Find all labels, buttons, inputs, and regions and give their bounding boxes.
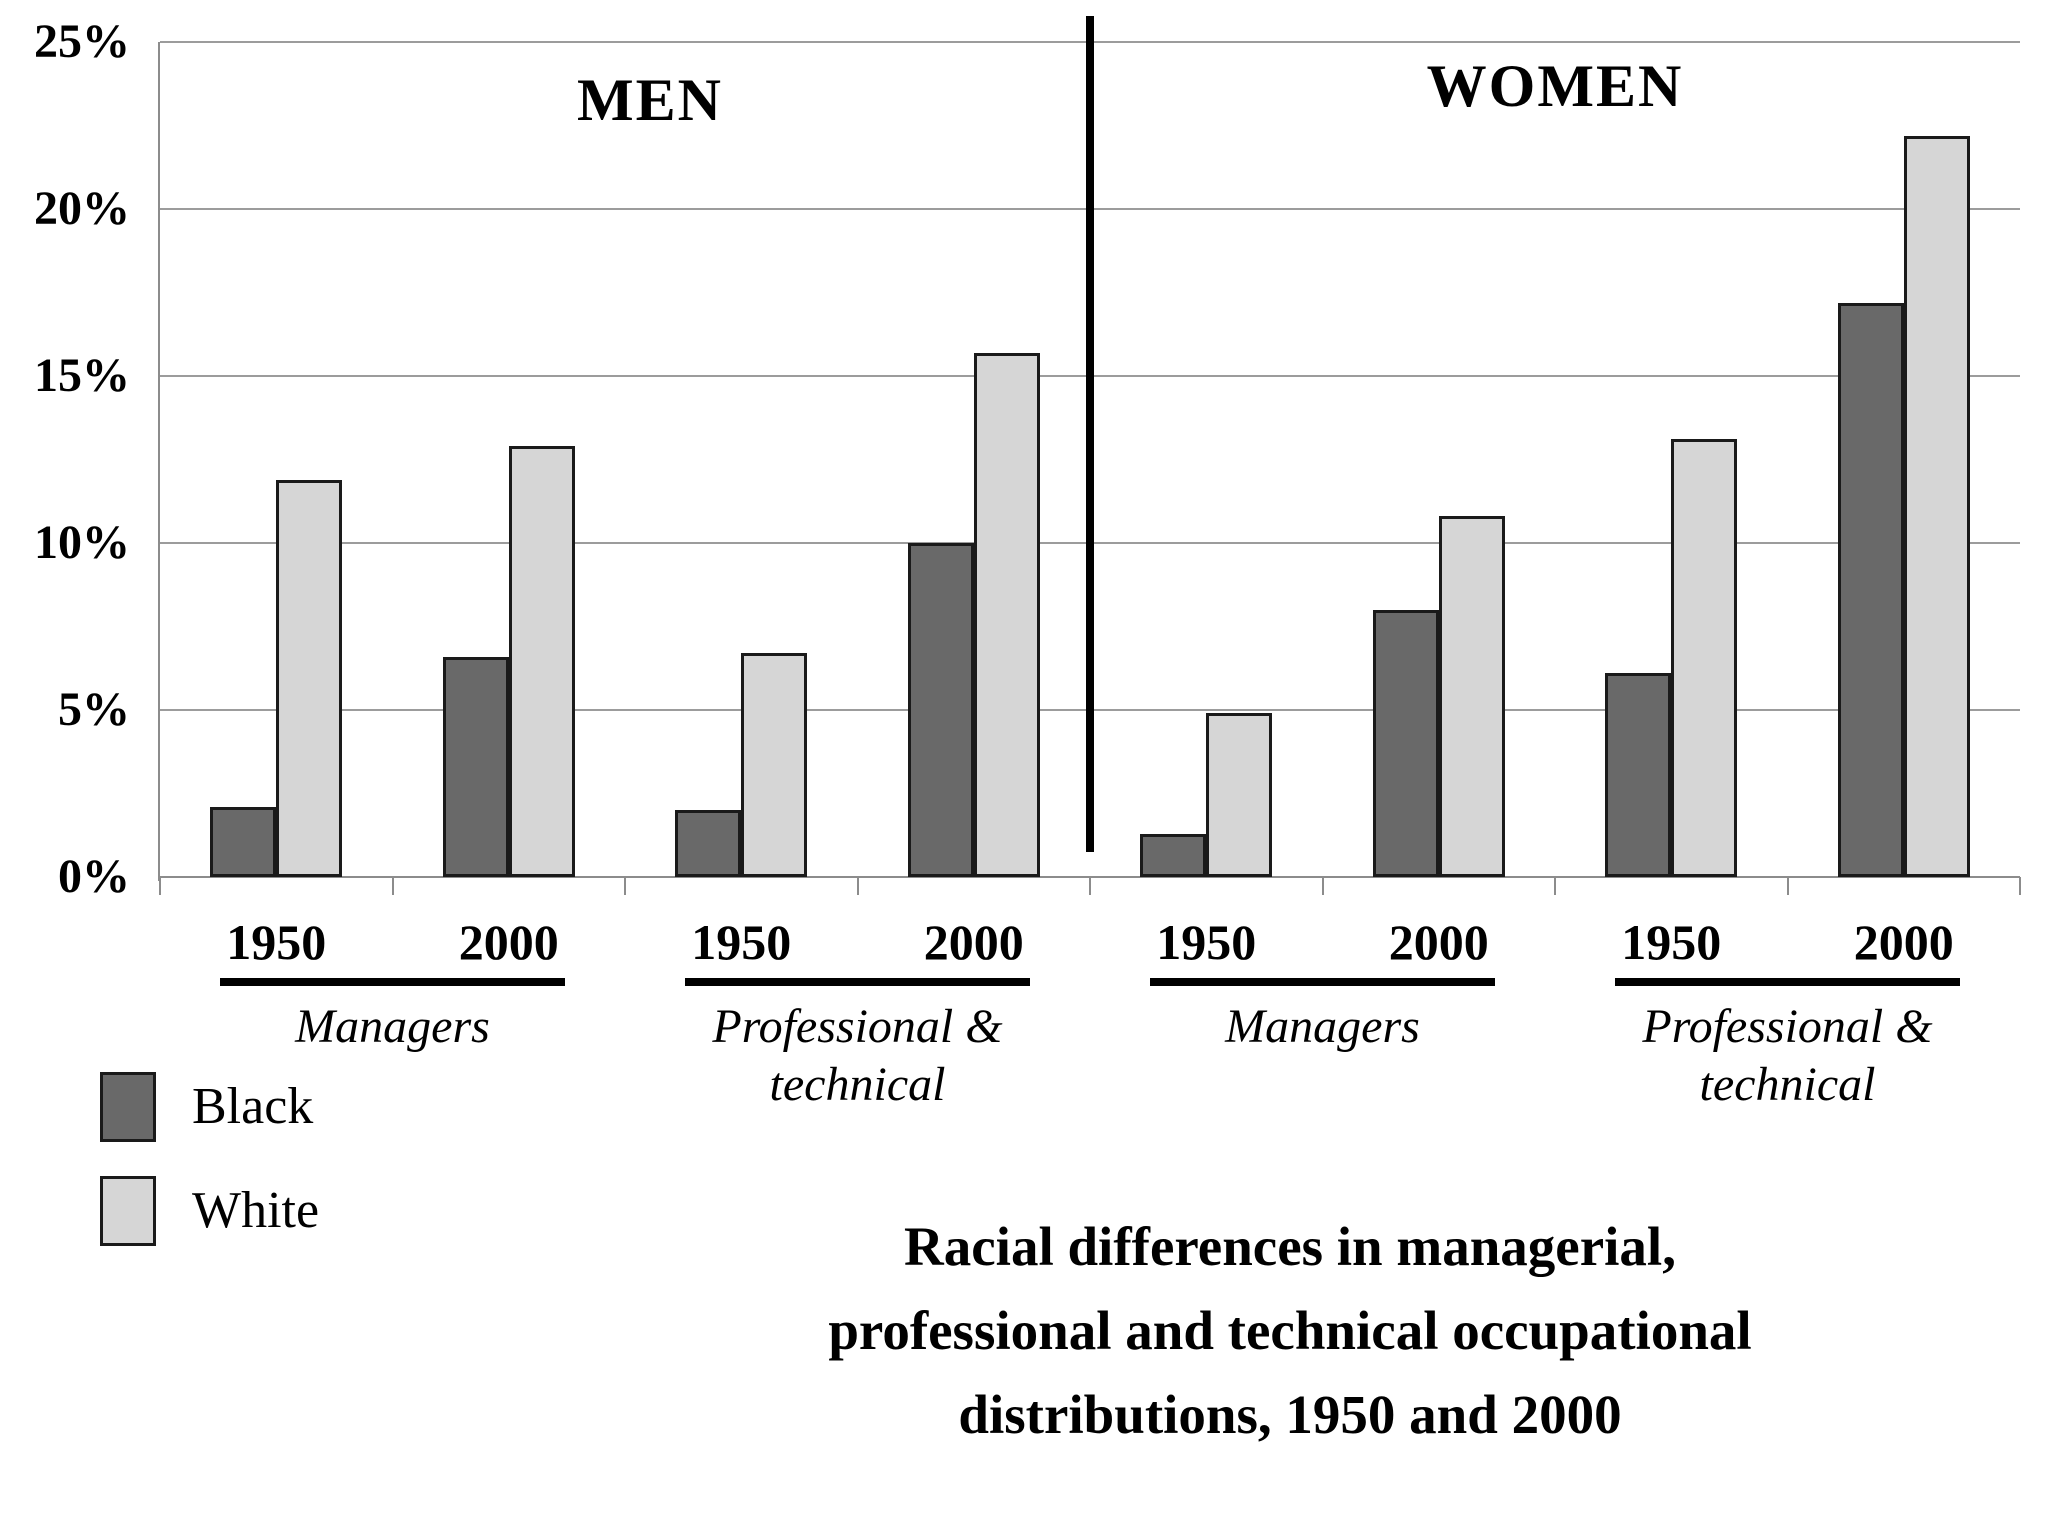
group-underline: [685, 978, 1030, 986]
x-axis-tick: [2019, 877, 2021, 895]
x-axis-tick: [1786, 877, 1789, 895]
x-axis-tick: [624, 877, 626, 895]
x-category-label-1950: 1950: [691, 914, 792, 970]
x-category-label-2000: 2000: [1388, 914, 1489, 970]
bar-men-professional-1950-white: [741, 653, 808, 877]
x-axis-tick: [1089, 877, 1091, 895]
group-label: Professional & technical: [712, 1000, 1003, 1111]
legend-label-white: White: [192, 1182, 320, 1239]
panel-divider-line: [1086, 16, 1094, 852]
group-underline: [1615, 978, 1960, 986]
y-axis-line: [158, 42, 160, 881]
bar-women-managers-2000-black: [1372, 609, 1439, 877]
y-tick-label-15: 15%: [34, 349, 130, 402]
y-tick-label-10: 10%: [34, 516, 130, 569]
x-category-label-2000: 2000: [1853, 914, 1954, 970]
bar-men-managers-1950-white: [276, 479, 343, 877]
bar-women-managers-1950-white: [1206, 713, 1273, 877]
y-tick-label-0: 0%: [58, 850, 130, 903]
bar-men-professional-1950-black: [675, 810, 742, 877]
group-underline: [1150, 978, 1495, 986]
x-axis-tick: [856, 877, 859, 895]
bar-men-managers-2000-black: [442, 656, 509, 877]
chart-title: Racial differences in managerial, profes…: [640, 1205, 1940, 1457]
panel-header-women: WOMEN: [1426, 53, 1684, 119]
group-label: Managers: [295, 1000, 490, 1053]
bar-men-professional-2000-white: [973, 352, 1040, 877]
x-category-label-1950: 1950: [226, 914, 327, 970]
bar-men-professional-2000-black: [907, 543, 974, 877]
panel-header-men: MEN: [577, 67, 723, 133]
y-tick-label-25: 25%: [34, 15, 130, 68]
bar-women-managers-2000-white: [1438, 516, 1505, 877]
chart-title-line-1: Racial differences in managerial,: [904, 1216, 1676, 1277]
chart-title-line-2: professional and technical occupational: [828, 1300, 1752, 1361]
bar-men-managers-2000-white: [508, 446, 575, 877]
legend-swatch-black: [100, 1072, 156, 1142]
chart-title-line-3: distributions, 1950 and 2000: [958, 1384, 1622, 1445]
bar-women-professional-2000-white: [1903, 135, 1970, 877]
bar-women-professional-2000-black: [1837, 302, 1904, 877]
bar-women-managers-1950-black: [1140, 833, 1207, 877]
bar-men-managers-1950-black: [210, 806, 277, 877]
x-category-label-2000: 2000: [458, 914, 559, 970]
legend-swatch-white: [100, 1176, 156, 1246]
x-axis-tick: [159, 877, 161, 895]
group-label: Professional & technical: [1642, 1000, 1933, 1111]
group-label: Managers: [1225, 1000, 1420, 1053]
x-category-label-1950: 1950: [1621, 914, 1722, 970]
legend-label-black: Black: [192, 1078, 314, 1135]
group-underline: [220, 978, 565, 986]
x-axis-tick: [391, 877, 394, 895]
x-axis-tick: [1321, 877, 1324, 895]
x-category-label-1950: 1950: [1156, 914, 1257, 970]
bar-women-professional-1950-black: [1605, 673, 1672, 877]
y-tick-label-20: 20%: [34, 182, 130, 235]
y-tick-label-5: 5%: [58, 683, 130, 736]
x-axis-tick: [1554, 877, 1556, 895]
x-category-label-2000: 2000: [923, 914, 1024, 970]
bar-women-professional-1950-white: [1671, 439, 1738, 877]
